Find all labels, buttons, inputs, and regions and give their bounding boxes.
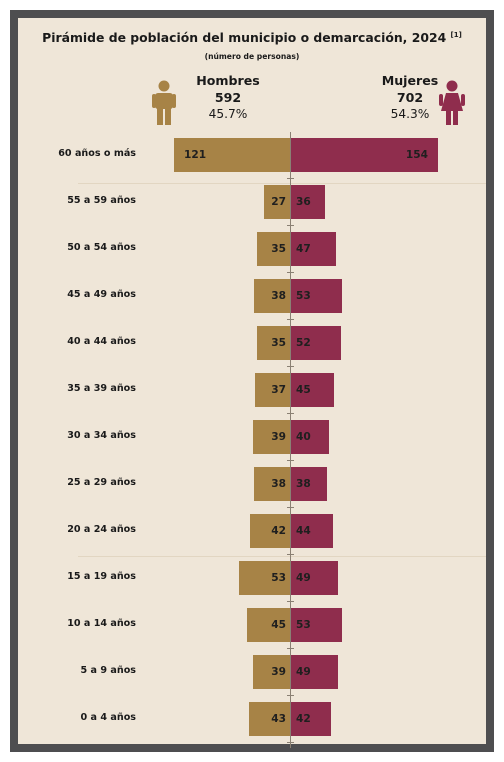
men-bar <box>239 561 290 595</box>
chart-subtitle: (número de personas) <box>204 52 300 61</box>
age-group-label: 40 a 44 años <box>67 336 136 347</box>
age-group-label: 45 a 49 años <box>67 289 136 300</box>
men-value-label: 37 <box>271 384 286 396</box>
men-bar <box>247 608 290 642</box>
age-group-label: 5 a 9 años <box>80 665 136 676</box>
women-value-label: 45 <box>296 384 311 396</box>
women-bar <box>291 420 329 454</box>
age-group-label: 15 a 19 años <box>67 571 136 582</box>
man-icon <box>152 80 176 125</box>
axis-tick <box>287 272 294 273</box>
men-value-label: 43 <box>271 713 286 725</box>
age-group-label: 10 a 14 años <box>67 618 136 629</box>
women-bar <box>291 608 342 642</box>
women-bar <box>291 185 325 219</box>
age-group-label: 35 a 39 años <box>67 383 136 394</box>
men-percent: 45.7% <box>208 107 248 121</box>
age-group-label: 0 a 4 años <box>80 712 136 723</box>
chart-title: Pirámide de población del municipio o de… <box>42 30 462 45</box>
axis-tick <box>287 319 294 320</box>
men-bar <box>254 279 290 313</box>
axis-tick <box>287 413 294 414</box>
men-bar <box>257 232 290 266</box>
men-bar <box>249 702 290 736</box>
axis-tick <box>287 366 294 367</box>
women-value-label: 42 <box>296 713 311 725</box>
men-value-label: 38 <box>271 478 286 490</box>
women-value-label: 53 <box>296 619 311 631</box>
men-value-label: 39 <box>271 666 286 678</box>
men-bar <box>255 373 290 407</box>
age-group-label: 25 a 29 años <box>67 477 136 488</box>
women-summary: Mujeres 702 54.3% <box>358 72 462 123</box>
axis-tick <box>287 460 294 461</box>
women-value-label: 53 <box>296 290 311 302</box>
men-value-label: 39 <box>271 431 286 443</box>
row-separator <box>78 556 486 557</box>
men-bar <box>264 185 290 219</box>
women-value-label: 49 <box>296 572 311 584</box>
row-separator <box>78 183 486 184</box>
women-value-label: 38 <box>296 478 311 490</box>
axis-tick <box>287 178 294 179</box>
men-bar <box>174 138 290 172</box>
women-bar <box>291 561 338 595</box>
women-bar <box>291 279 342 313</box>
women-value-label: 44 <box>296 525 311 537</box>
center-axis <box>290 132 291 748</box>
women-bar <box>291 138 438 172</box>
men-value-label: 45 <box>271 619 286 631</box>
men-bar <box>257 326 290 360</box>
women-value-label: 49 <box>296 666 311 678</box>
men-value-label: 38 <box>271 290 286 302</box>
men-bar <box>254 467 290 501</box>
men-total: 592 <box>214 90 242 105</box>
age-group-label: 60 años o más <box>58 148 136 159</box>
men-value-label: 35 <box>271 243 286 255</box>
women-bar <box>291 232 336 266</box>
women-label: Mujeres <box>381 73 439 88</box>
women-value-label: 36 <box>296 196 311 208</box>
men-value-label: 42 <box>271 525 286 537</box>
women-bar <box>291 514 333 548</box>
men-value-label: 35 <box>271 337 286 349</box>
men-bar <box>253 420 290 454</box>
age-group-label: 55 a 59 años <box>67 195 136 206</box>
axis-tick <box>287 507 294 508</box>
women-value-label: 52 <box>296 337 311 349</box>
women-value-label: 154 <box>405 149 428 161</box>
women-value-label: 40 <box>296 431 311 443</box>
men-summary: Hombres 592 45.7% <box>178 72 278 123</box>
axis-tick <box>287 695 294 696</box>
women-total: 702 <box>396 90 424 105</box>
men-value-label: 27 <box>271 196 286 208</box>
women-bar <box>291 373 334 407</box>
age-group-label: 20 a 24 años <box>67 524 136 535</box>
men-value-label: 121 <box>184 149 207 161</box>
women-bar <box>291 655 338 689</box>
chart-card: Pirámide de población del municipio o de… <box>18 18 486 748</box>
women-bar <box>291 702 331 736</box>
axis-tick <box>287 742 294 743</box>
woman-icon <box>439 80 465 125</box>
men-bar <box>250 514 290 548</box>
women-bar <box>291 326 341 360</box>
axis-tick <box>287 225 294 226</box>
men-value-label: 53 <box>271 572 286 584</box>
axis-tick <box>287 601 294 602</box>
women-bar <box>291 467 327 501</box>
women-value-label: 47 <box>296 243 311 255</box>
axis-tick <box>287 554 294 555</box>
women-percent: 54.3% <box>390 107 430 121</box>
men-label: Hombres <box>196 73 260 88</box>
men-bar <box>253 655 290 689</box>
age-group-label: 30 a 34 años <box>67 430 136 441</box>
age-group-label: 50 a 54 años <box>67 242 136 253</box>
axis-tick <box>287 648 294 649</box>
